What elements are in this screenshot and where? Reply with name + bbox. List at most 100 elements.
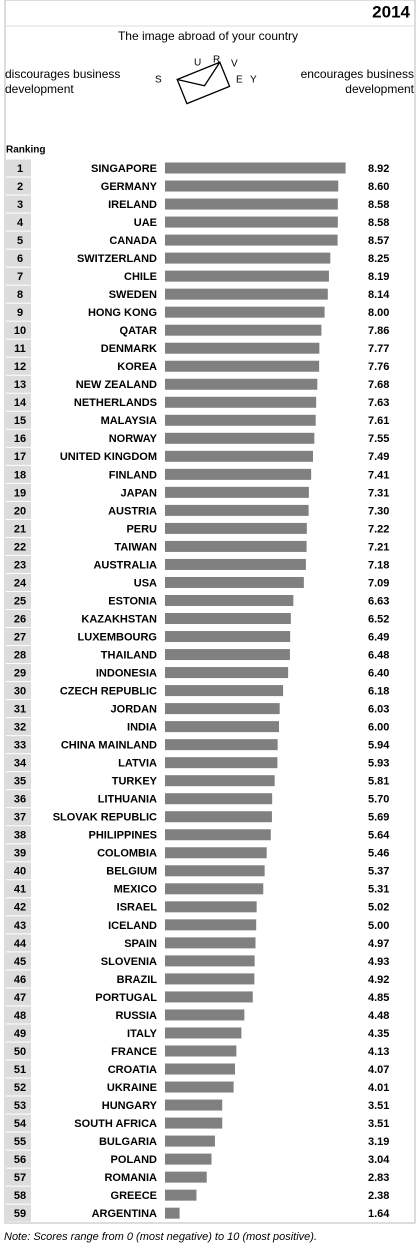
rank: 38 <box>14 830 26 842</box>
bar <box>165 522 307 534</box>
rank: 17 <box>14 451 26 463</box>
bar <box>165 703 280 715</box>
country-label: SWEDEN <box>109 289 157 301</box>
value-label: 1.64 <box>368 1208 390 1220</box>
frame <box>4 0 416 1224</box>
rank: 18 <box>14 469 26 481</box>
rank-cell <box>6 159 31 177</box>
rank-cell <box>6 519 31 537</box>
rank: 14 <box>14 397 27 409</box>
rank: 10 <box>14 325 26 337</box>
value-label: 7.55 <box>368 433 389 445</box>
bar <box>165 360 320 372</box>
bar <box>165 829 271 841</box>
rank: 32 <box>14 722 26 734</box>
rank-cell <box>6 610 31 628</box>
country-label: INDIA <box>127 722 157 734</box>
country-label: CZECH REPUBLIC <box>60 685 157 697</box>
rank-cell <box>6 177 31 195</box>
rank-cell <box>6 646 31 664</box>
value-label: 3.04 <box>368 1154 390 1166</box>
country-label: DENMARK <box>101 343 157 355</box>
country-label: ESTONIA <box>108 595 157 607</box>
bar <box>165 270 329 282</box>
rank: 48 <box>14 1010 26 1022</box>
bar <box>165 162 346 174</box>
rank-cell <box>6 195 31 213</box>
country-label: ISRAEL <box>117 902 158 914</box>
rank-cell <box>6 1168 31 1186</box>
bar <box>165 414 316 426</box>
rank: 52 <box>14 1082 26 1094</box>
bar <box>165 937 256 949</box>
bar <box>165 1009 245 1021</box>
country-label: LUXEMBOURG <box>78 631 157 643</box>
country-label: SLOVAK REPUBLIC <box>53 812 157 824</box>
rank: 4 <box>17 217 24 229</box>
country-label: NETHERLANDS <box>74 397 157 409</box>
rank: 59 <box>14 1208 26 1220</box>
bar <box>165 450 313 462</box>
rank-cell <box>6 1042 31 1060</box>
country-label: SLOVENIA <box>101 956 157 968</box>
bar <box>165 504 309 516</box>
value-label: 8.14 <box>368 289 390 301</box>
rank: 46 <box>14 974 26 986</box>
bar <box>165 883 264 895</box>
value-label: 7.21 <box>368 541 389 553</box>
country-label: MEXICO <box>114 884 158 896</box>
value-label: 4.35 <box>368 1028 389 1040</box>
bar <box>165 865 265 877</box>
rank-cell <box>6 231 31 249</box>
value-label: 5.94 <box>368 740 390 752</box>
bar <box>165 1117 223 1129</box>
value-label: 6.03 <box>368 704 389 716</box>
country-label: PHILIPPINES <box>89 830 157 842</box>
bar <box>165 631 291 643</box>
bar <box>165 955 255 967</box>
value-label: 2.38 <box>368 1190 389 1202</box>
right-label: encourages business development <box>300 67 414 96</box>
value-label: 7.09 <box>368 577 389 589</box>
country-label: POLAND <box>111 1154 158 1166</box>
value-label: 8.57 <box>368 235 389 247</box>
bar <box>165 667 289 679</box>
bar <box>165 540 307 552</box>
value-label: 7.41 <box>368 469 389 481</box>
value-label: 3.51 <box>368 1118 389 1130</box>
value-label: 5.02 <box>368 902 389 914</box>
country-label: HUNGARY <box>102 1100 158 1112</box>
value-label: 7.63 <box>368 397 389 409</box>
rank-cell <box>6 411 31 429</box>
rank: 19 <box>14 487 26 499</box>
rank-cell <box>6 844 31 862</box>
country-label: GERMANY <box>101 181 158 193</box>
rank-cell <box>6 736 31 754</box>
rank: 1 <box>17 163 23 175</box>
rank-cell <box>6 808 31 826</box>
rank-cell <box>6 628 31 646</box>
rank-cell <box>6 1204 31 1222</box>
bar <box>165 613 291 625</box>
country-label: FRANCE <box>111 1046 157 1058</box>
rank: 51 <box>14 1064 26 1076</box>
value-label: 6.18 <box>368 685 389 697</box>
value-label: 5.31 <box>368 884 389 896</box>
rank-cell <box>6 573 31 591</box>
logo-letter: U <box>194 58 201 69</box>
rank-cell <box>6 321 31 339</box>
bar <box>165 594 294 606</box>
value-label: 5.46 <box>368 848 389 860</box>
rank: 15 <box>14 415 26 427</box>
bar <box>165 306 325 318</box>
bar <box>165 1045 237 1057</box>
rank: 30 <box>14 685 26 697</box>
rank-cell <box>6 790 31 808</box>
value-label: 4.97 <box>368 938 389 950</box>
value-label: 4.85 <box>368 992 389 1004</box>
value-label: 7.68 <box>368 379 389 391</box>
rank-cell <box>6 898 31 916</box>
rank: 6 <box>17 253 23 265</box>
value-label: 8.00 <box>368 307 389 319</box>
